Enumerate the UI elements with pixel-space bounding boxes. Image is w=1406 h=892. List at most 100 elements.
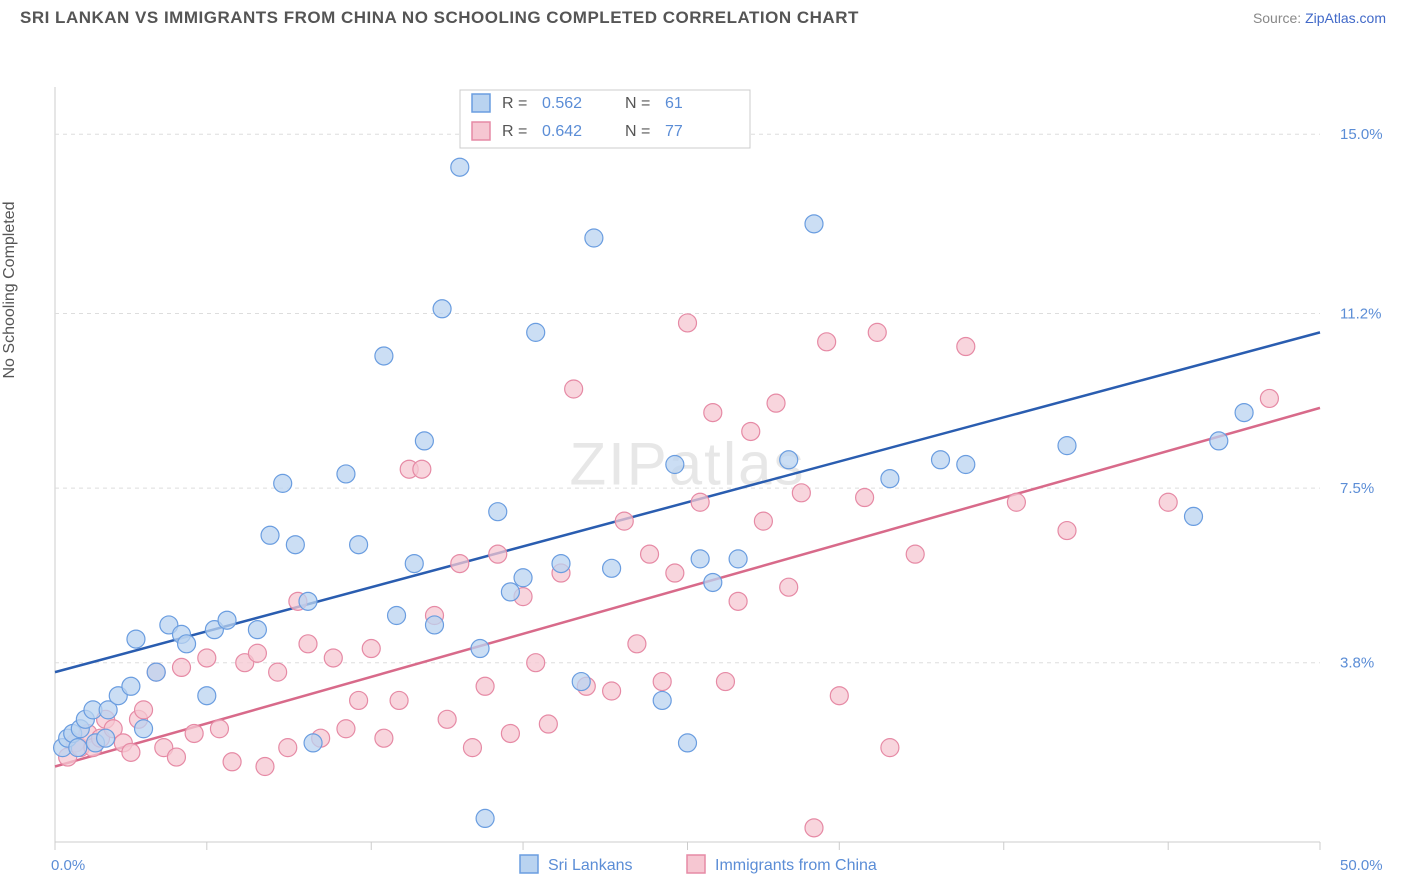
data-point	[375, 347, 393, 365]
data-point	[729, 550, 747, 568]
data-point	[1159, 493, 1177, 511]
data-point	[666, 456, 684, 474]
data-point	[185, 724, 203, 742]
data-point	[527, 654, 545, 672]
data-point	[476, 677, 494, 695]
data-point	[390, 691, 408, 709]
data-point	[362, 640, 380, 658]
data-point	[256, 758, 274, 776]
data-point	[173, 658, 191, 676]
chart-title: SRI LANKAN VS IMMIGRANTS FROM CHINA NO S…	[20, 8, 859, 28]
source-line: Source: ZipAtlas.com	[1253, 10, 1386, 26]
y-tick-label: 11.2%	[1340, 306, 1381, 323]
data-point	[805, 819, 823, 837]
data-point	[489, 503, 507, 521]
trend-line	[55, 332, 1320, 672]
data-point	[198, 649, 216, 667]
data-point	[223, 753, 241, 771]
data-point	[501, 724, 519, 742]
data-point	[704, 404, 722, 422]
data-point	[299, 635, 317, 653]
data-point	[426, 616, 444, 634]
data-point	[1058, 437, 1076, 455]
data-point	[127, 630, 145, 648]
legend-r-value: 0.642	[542, 123, 582, 140]
data-point	[415, 432, 433, 450]
x-max-label: 50.0%	[1340, 857, 1383, 874]
source-link[interactable]: ZipAtlas.com	[1305, 10, 1386, 26]
data-point	[729, 592, 747, 610]
data-point	[489, 545, 507, 563]
legend-swatch	[687, 855, 705, 873]
data-point	[438, 710, 456, 728]
data-point	[405, 555, 423, 573]
source-label: Source:	[1253, 10, 1301, 26]
data-point	[780, 451, 798, 469]
y-tick-label: 7.5%	[1340, 480, 1374, 497]
data-point	[754, 512, 772, 530]
data-point	[388, 607, 406, 625]
y-tick-label: 15.0%	[1340, 126, 1383, 143]
watermark: ZIPatlas	[569, 431, 805, 498]
legend-series-label: Immigrants from China	[715, 857, 877, 874]
data-point	[501, 583, 519, 601]
data-point	[780, 578, 798, 596]
data-point	[679, 734, 697, 752]
data-point	[248, 621, 266, 639]
data-point	[552, 555, 570, 573]
data-point	[628, 635, 646, 653]
data-point	[603, 682, 621, 700]
data-point	[1260, 389, 1278, 407]
data-point	[565, 380, 583, 398]
data-point	[122, 677, 140, 695]
data-point	[269, 663, 287, 681]
data-point	[653, 691, 671, 709]
data-point	[691, 493, 709, 511]
legend-series-label: Sri Lankans	[548, 857, 633, 874]
data-point	[350, 691, 368, 709]
legend-n-value: 77	[665, 123, 683, 140]
data-point	[375, 729, 393, 747]
data-point	[198, 687, 216, 705]
legend-n-value: 61	[665, 95, 683, 112]
data-point	[792, 484, 810, 502]
data-point	[210, 720, 228, 738]
data-point	[539, 715, 557, 733]
data-point	[97, 729, 115, 747]
legend-swatch	[472, 122, 490, 140]
data-point	[451, 158, 469, 176]
data-point	[261, 526, 279, 544]
data-point	[1058, 522, 1076, 540]
chart-container: No Schooling Completed 3.8%7.5%11.2%15.0…	[0, 32, 1406, 884]
data-point	[932, 451, 950, 469]
data-point	[1235, 404, 1253, 422]
data-point	[881, 739, 899, 757]
data-point	[218, 611, 236, 629]
data-point	[868, 323, 886, 341]
data-point	[641, 545, 659, 563]
data-point	[122, 743, 140, 761]
data-point	[337, 720, 355, 738]
data-point	[653, 673, 671, 691]
legend-r-label: R =	[502, 95, 527, 112]
data-point	[178, 635, 196, 653]
data-point	[818, 333, 836, 351]
data-point	[135, 720, 153, 738]
data-point	[691, 550, 709, 568]
data-point	[337, 465, 355, 483]
data-point	[451, 555, 469, 573]
data-point	[830, 687, 848, 705]
data-point	[603, 559, 621, 577]
data-point	[274, 474, 292, 492]
y-axis-label: No Schooling Completed	[1, 202, 19, 379]
data-point	[856, 489, 874, 507]
data-point	[279, 739, 297, 757]
data-point	[572, 673, 590, 691]
data-point	[805, 215, 823, 233]
data-point	[514, 569, 532, 587]
data-point	[248, 644, 266, 662]
data-point	[324, 649, 342, 667]
data-point	[527, 323, 545, 341]
data-point	[957, 456, 975, 474]
data-point	[716, 673, 734, 691]
